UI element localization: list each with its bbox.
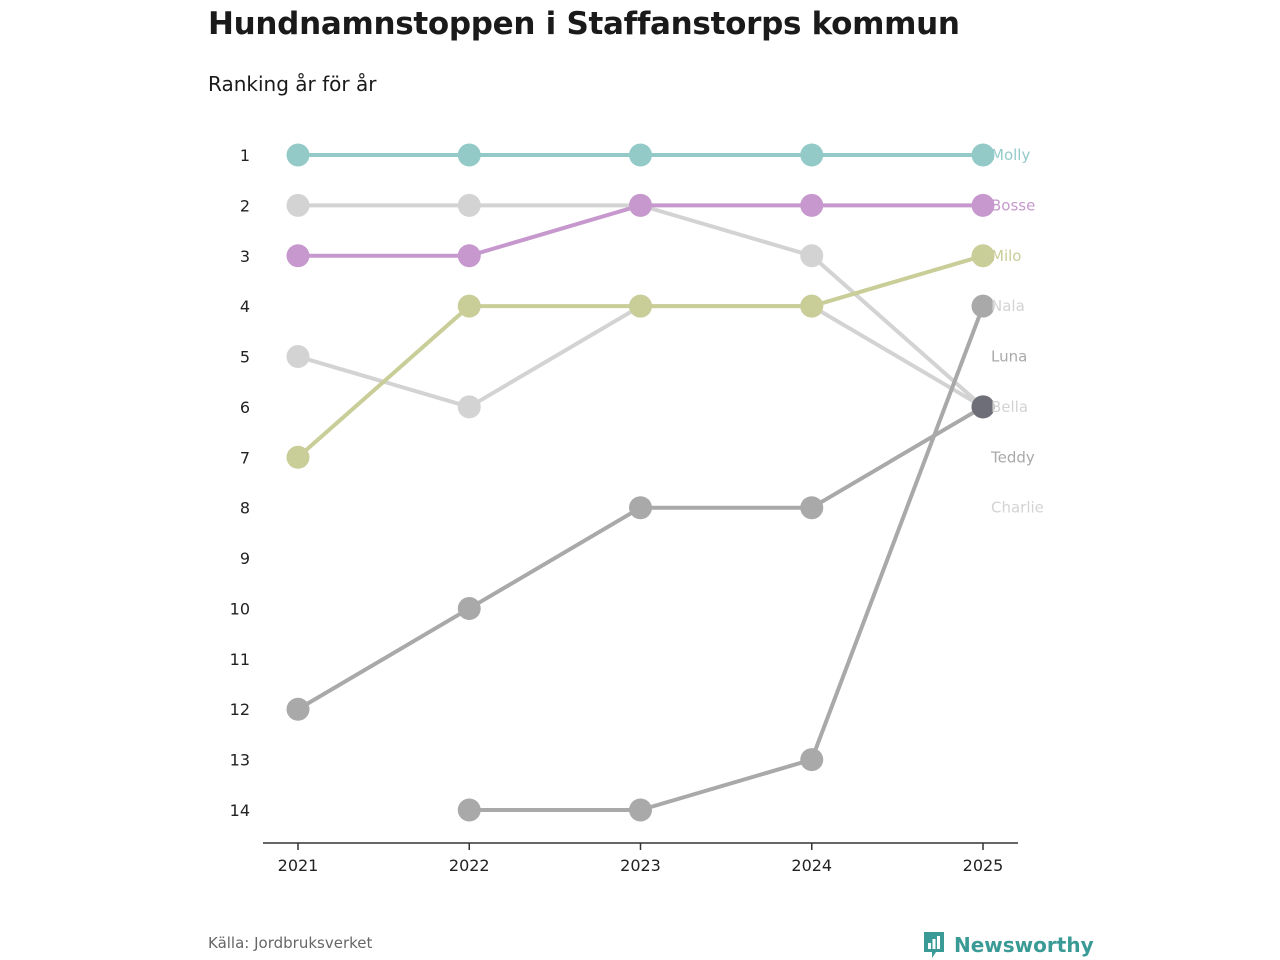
point-molly-2022 xyxy=(457,143,481,167)
end-labels: Molly Bosse Milo Nala Luna Bella Teddy Charlie xyxy=(990,146,1044,517)
y-tick-label: 6 xyxy=(240,398,250,417)
point-bosse-2023 xyxy=(629,193,652,217)
point-nala-2021 xyxy=(286,193,310,217)
point-luna-2023 xyxy=(629,798,652,822)
point-bosse-2022 xyxy=(457,244,481,268)
end-label-molly: Molly xyxy=(991,146,1030,164)
point-bosse-2025 xyxy=(971,193,995,217)
point-milo-2021 xyxy=(286,445,310,469)
y-tick-label: 2 xyxy=(240,196,250,215)
point-nala-2024 xyxy=(800,244,824,268)
point-molly-2024 xyxy=(800,143,824,167)
y-tick-label: 8 xyxy=(240,499,250,518)
y-tick-label: 10 xyxy=(230,599,250,618)
y-tick-label: 12 xyxy=(230,700,250,719)
chart-subtitle: Ranking år för år xyxy=(208,72,377,96)
point-milo-2024 xyxy=(800,294,824,318)
x-tick-label: 2022 xyxy=(449,856,490,875)
source-note: Källa: Jordbruksverket xyxy=(208,934,373,952)
point-bella-2025 xyxy=(971,395,995,419)
point-milo-2025 xyxy=(971,244,995,268)
point-molly-2025 xyxy=(971,143,995,167)
end-label-charlie: Charlie xyxy=(991,499,1044,517)
end-label-bosse: Bosse xyxy=(991,196,1035,214)
y-tick-label: 11 xyxy=(230,650,250,669)
series-line-milo xyxy=(296,253,985,460)
brand-logo: Newsworthy xyxy=(922,930,1094,960)
y-tick-label: 5 xyxy=(240,348,250,367)
y-tick-label: 3 xyxy=(240,247,250,266)
series-lines xyxy=(296,153,985,812)
y-tick-label: 14 xyxy=(230,801,250,820)
end-label-milo: Milo xyxy=(991,247,1021,265)
series-points xyxy=(286,143,995,822)
point-luna-2024 xyxy=(800,748,824,772)
point-charlie-2022 xyxy=(457,395,481,419)
end-label-nala: Nala xyxy=(991,297,1025,315)
end-label-teddy: Teddy xyxy=(990,448,1035,466)
point-bosse-2024 xyxy=(800,193,824,217)
brand-name: Newsworthy xyxy=(954,933,1094,957)
point-luna-2022 xyxy=(457,798,481,822)
series-line-charlie xyxy=(296,304,985,409)
point-molly-2023 xyxy=(629,143,652,167)
point-teddy-2023 xyxy=(629,496,652,520)
y-tick-label: 9 xyxy=(240,549,250,568)
newsworthy-icon xyxy=(924,932,944,958)
point-luna-2025 xyxy=(971,294,995,318)
point-molly-2021 xyxy=(286,143,310,167)
point-milo-2023 xyxy=(629,294,652,318)
end-label-luna: Luna xyxy=(991,348,1027,366)
x-tick-label: 2024 xyxy=(791,856,832,875)
point-milo-2022 xyxy=(457,294,481,318)
x-axis: 2021 2022 2023 2024 2025 xyxy=(263,842,1018,875)
x-tick-label: 2025 xyxy=(963,856,1004,875)
point-teddy-2022 xyxy=(457,596,481,620)
point-nala-2022 xyxy=(457,193,481,217)
y-tick-label: 1 xyxy=(240,146,250,165)
y-tick-label: 4 xyxy=(240,297,250,316)
point-bosse-2021 xyxy=(286,244,310,268)
series-line-luna xyxy=(467,304,985,812)
end-label-bella: Bella xyxy=(991,398,1028,416)
x-tick-label: 2023 xyxy=(620,856,661,875)
point-teddy-2024 xyxy=(800,496,824,520)
point-teddy-2021 xyxy=(286,697,310,721)
point-charlie-2021 xyxy=(286,345,310,369)
x-tick-label: 2021 xyxy=(278,856,319,875)
y-tick-label: 7 xyxy=(240,448,250,467)
y-tick-label: 13 xyxy=(230,751,250,770)
series-line-teddy xyxy=(296,404,985,712)
chart-title: Hundnamnstoppen i Staffanstorps kommun xyxy=(208,6,960,42)
